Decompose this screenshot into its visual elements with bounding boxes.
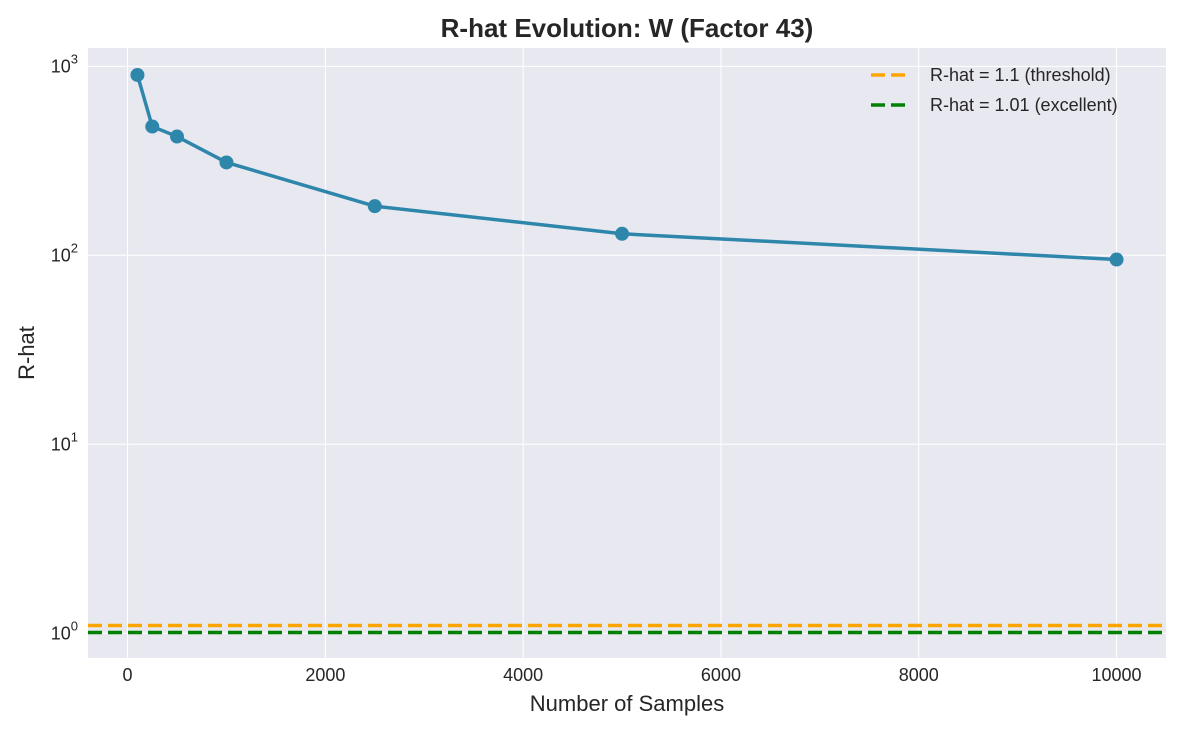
data-point [130, 67, 145, 82]
x-tick-labels: 0 2000 4000 6000 8000 10000 [123, 665, 1142, 685]
x-tick-label: 8000 [899, 665, 939, 685]
data-point [615, 226, 630, 241]
y-tick-label: 100 [51, 618, 78, 643]
grid-lines [88, 48, 1166, 658]
y-tick-label: 103 [51, 51, 78, 76]
x-axis-label: Number of Samples [530, 691, 724, 716]
x-tick-label: 6000 [701, 665, 741, 685]
y-axis-label: R-hat [14, 326, 39, 380]
legend: R-hat = 1.1 (threshold) R-hat = 1.01 (exc… [871, 65, 1118, 115]
y-tick-labels: 100 101 102 103 [51, 51, 78, 643]
x-tick-label: 2000 [305, 665, 345, 685]
data-point [170, 129, 185, 144]
chart-title: R-hat Evolution: W (Factor 43) [441, 13, 814, 43]
data-point [145, 119, 160, 134]
x-tick-label: 4000 [503, 665, 543, 685]
data-point [367, 199, 382, 214]
plot-area [88, 48, 1166, 658]
y-tick-label: 102 [51, 240, 78, 265]
series-layer [130, 67, 1124, 267]
y-tick-label: 101 [51, 429, 78, 454]
data-point [219, 155, 234, 170]
legend-label: R-hat = 1.1 (threshold) [930, 65, 1111, 85]
legend-label: R-hat = 1.01 (excellent) [930, 95, 1118, 115]
x-tick-label: 10000 [1092, 665, 1142, 685]
data-point [1109, 252, 1124, 267]
x-tick-label: 0 [123, 665, 133, 685]
